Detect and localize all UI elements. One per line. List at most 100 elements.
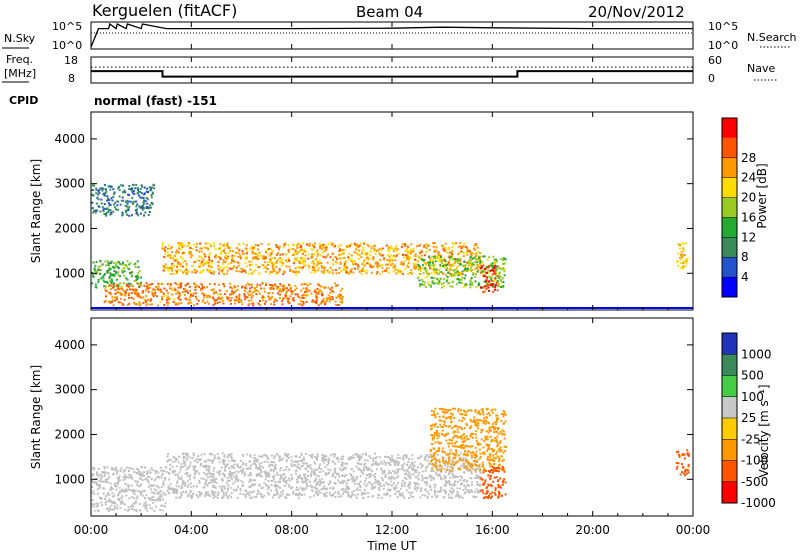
noise-right-label: N.Search [747,31,797,44]
echo-cell [174,470,176,472]
echo-cell [451,253,453,255]
echo-cell [464,414,466,416]
echo-cell [415,266,417,268]
echo-cell [207,473,209,475]
echo-cell [189,247,191,249]
echo-cell [118,477,120,479]
echo-cell [103,193,105,195]
echo-cell [448,261,450,263]
echo-cell [171,263,173,265]
echo-cell [433,269,435,271]
echo-cell [249,284,251,286]
echo-cell [410,249,412,251]
echo-cell [392,267,394,269]
echo-cell [212,485,214,487]
echo-cell [145,295,147,297]
echo-cell [248,294,250,296]
echo-cell [489,459,491,461]
echo-cell [496,421,498,423]
echo-cell [480,431,482,433]
echo-cell [248,460,250,462]
echo-cell [205,466,207,468]
echo-cell [124,264,126,266]
echo-cell [127,194,129,196]
echo-cell [363,463,365,465]
echo-cell [174,457,176,459]
echo-cell [296,247,298,249]
echo-cell [103,466,105,468]
echo-cell [193,304,195,306]
echo-cell [465,465,467,467]
echo-cell [435,246,437,248]
echo-cell [474,280,476,282]
echo-cell [212,304,214,306]
echo-cell [285,469,287,471]
echo-cell [322,457,324,459]
echo-cell [143,285,145,287]
echo-cell [498,460,500,462]
echo-cell [130,474,132,476]
echo-cell [356,489,358,491]
echo-cell [95,286,97,288]
echo-cell [483,467,485,469]
echo-cell [320,262,322,264]
echo-cell [366,272,368,274]
echo-cell [172,471,174,473]
echo-cell [469,469,471,471]
echo-cell [431,428,433,430]
echo-cell [315,478,317,480]
echo-cell [325,474,327,476]
echo-cell [93,506,95,508]
echo-cell [127,203,129,205]
echo-cell [498,448,500,450]
echo-cell [434,490,436,492]
echo-cell [472,258,474,260]
echo-cell [144,497,146,499]
echo-cell [271,455,273,457]
echo-cell [227,252,229,254]
echo-cell [379,252,381,254]
echo-cell [343,257,345,259]
echo-cell [313,264,315,266]
echo-cell [445,417,447,419]
echo-cell [110,483,112,485]
echo-cell [458,426,460,428]
echo-cell [238,300,240,302]
echo-cell [501,433,503,435]
echo-cell [339,293,341,295]
cpid-label: CPID [9,94,38,107]
echo-cell [175,485,177,487]
echo-cell [302,253,304,255]
echo-cell [445,247,447,249]
echo-cell [439,408,441,410]
echo-cell [177,474,179,476]
echo-cell [119,507,121,509]
echo-cell [439,416,441,418]
echo-cell [265,256,267,258]
echo-cell [309,496,311,498]
echo-cell [321,270,323,272]
echo-cell [97,488,99,490]
echo-cell [467,489,469,491]
echo-cell [330,271,332,273]
echo-cell [142,290,144,292]
echo-cell [445,476,447,478]
echo-cell [146,203,148,205]
echo-cell [190,491,192,493]
echo-cell [470,270,472,272]
echo-cell [171,246,173,248]
echo-cell [128,484,130,486]
echo-cell [484,420,486,422]
echo-cell [389,262,391,264]
echo-cell [438,278,440,280]
echo-cell [222,245,224,247]
echo-cell [311,469,313,471]
echo-cell [188,299,190,301]
echo-cell [329,289,331,291]
echo-cell [288,469,290,471]
echo-cell [257,490,259,492]
echo-cell [98,192,100,194]
echo-cell [241,250,243,252]
echo-cell [252,257,254,259]
echo-cell [169,255,171,257]
